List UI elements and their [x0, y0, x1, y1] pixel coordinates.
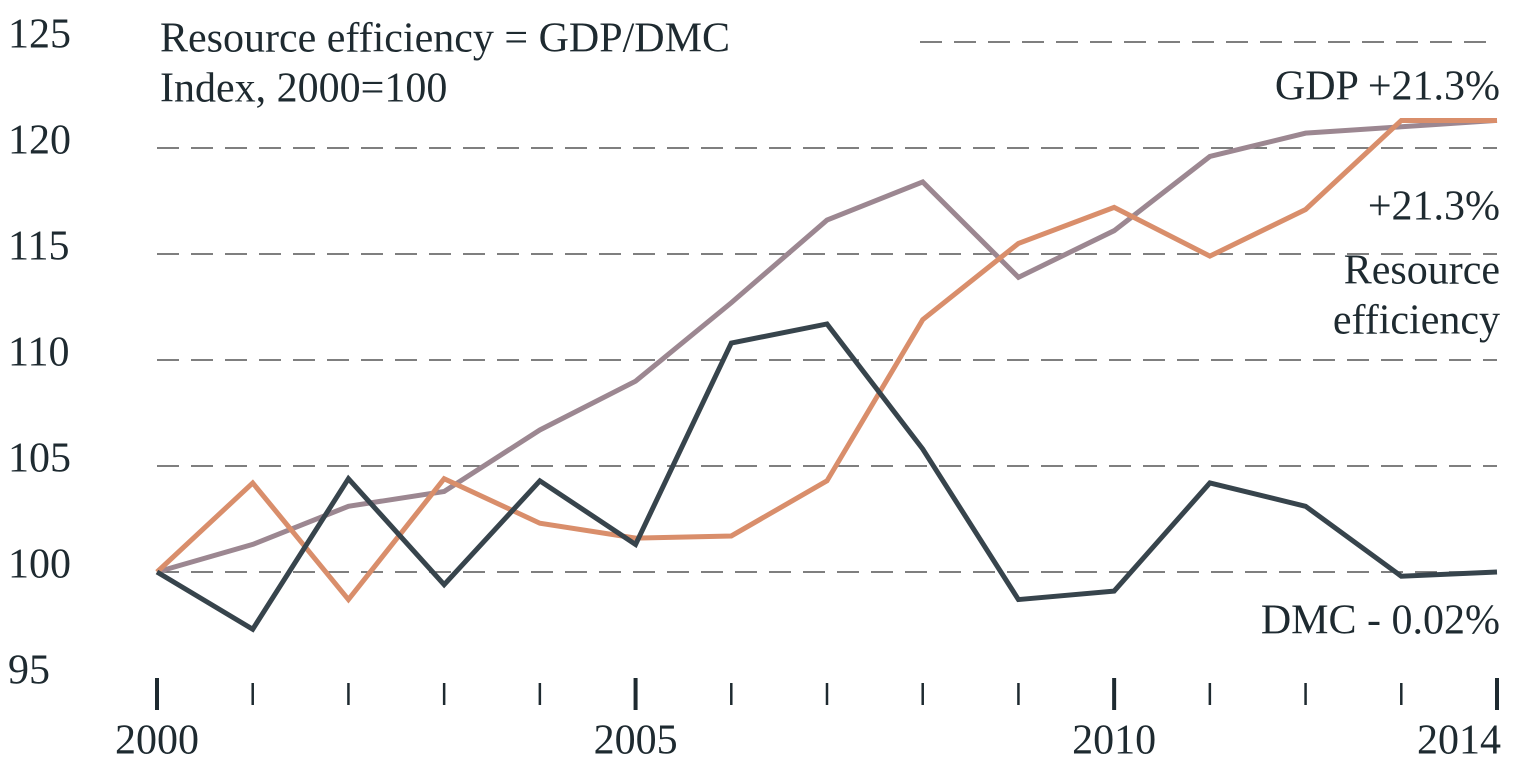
- y-tick-label: 95: [8, 648, 50, 694]
- y-tick-label: 125: [8, 12, 71, 58]
- series-line: [155, 117, 1497, 604]
- annotation: +21.3%: [1368, 184, 1500, 230]
- y-tick-label: 110: [8, 330, 69, 376]
- x-tick-label: 2000: [115, 718, 199, 764]
- chart-subtitle: Index, 2000=100: [160, 66, 447, 112]
- annotation: GDP +21.3%: [1275, 64, 1500, 110]
- annotation: Resource: [1344, 248, 1500, 294]
- y-tick-label: 115: [8, 224, 69, 270]
- y-tick-label: 100: [8, 542, 71, 588]
- y-tick-label: 105: [8, 436, 71, 482]
- x-tick-label: 2010: [1072, 718, 1156, 764]
- series-line: [156, 117, 1498, 575]
- series-line: [155, 321, 1498, 633]
- x-tick-label: 2005: [594, 718, 678, 764]
- chart-title: Resource efficiency = GDP/DMC: [160, 16, 730, 62]
- annotation: efficiency: [1333, 298, 1500, 344]
- annotation: DMC - 0.02%: [1261, 598, 1500, 644]
- y-tick-label: 120: [8, 118, 71, 164]
- x-tick-label: 2014: [1417, 718, 1501, 764]
